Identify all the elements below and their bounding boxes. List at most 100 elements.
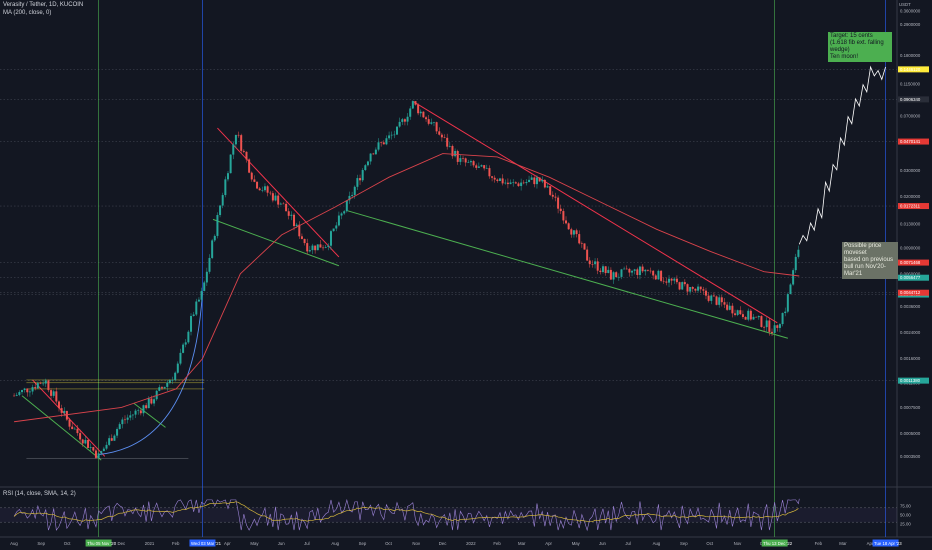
candle-body: [261, 190, 264, 191]
price-label: 0.0044712: [900, 290, 921, 295]
fractal-annotation[interactable]: Possible price moveset based on previous…: [842, 242, 898, 279]
time-tick: Apr: [224, 541, 231, 546]
candle-body: [335, 225, 338, 229]
price-tick: 0.0036000: [900, 304, 921, 309]
candle-body: [47, 380, 50, 391]
candle-body: [253, 179, 256, 182]
candle-body: [607, 269, 610, 274]
time-tick: Feb: [172, 541, 180, 546]
price-tick: 0.0060000: [900, 271, 921, 276]
price-tick: 0.0700000: [900, 113, 921, 118]
candle-body: [633, 269, 636, 271]
candle-body: [97, 453, 100, 458]
candle-body: [213, 235, 216, 241]
time-axis[interactable]: Aug Sep Oct Nov Dec 2021 Feb Mar Apr May Jun Jul Aug…: [10, 539, 902, 547]
candle-body: [784, 311, 787, 314]
candle-body: [290, 214, 293, 216]
candle-body: [631, 270, 634, 273]
candle-body: [575, 230, 578, 235]
candle-body: [57, 401, 60, 409]
candle-body: [459, 158, 462, 162]
candle-body: [660, 270, 663, 281]
candle-body: [646, 269, 649, 271]
candle-body: [520, 182, 523, 187]
price-label-box: [898, 289, 929, 296]
candle-body: [533, 177, 536, 185]
candle-body: [599, 270, 602, 273]
candle-body: [763, 326, 766, 328]
symbol-title[interactable]: Verasity / Tether, 1D, KUCOIN: [3, 2, 84, 8]
price-label-box: [898, 274, 929, 281]
candle-body: [654, 275, 657, 280]
candle-body: [166, 382, 169, 387]
candle-body: [142, 405, 145, 414]
wedge-lower-line: [347, 210, 788, 339]
time-tick: Jul: [304, 541, 310, 546]
candle-body: [266, 186, 269, 193]
candle-body: [498, 178, 501, 182]
candle-body: [216, 215, 219, 236]
price-axis[interactable]: 0.3600000 0.2900000 0.1800000 0.1150000 0.07…: [898, 8, 929, 527]
candle-body: [359, 178, 362, 181]
candle-body: [641, 266, 644, 272]
price-label: 0.0071468: [900, 260, 921, 265]
candle-body: [287, 211, 290, 216]
candle-body: [71, 426, 74, 430]
target-annotation[interactable]: Target: 15 cents (1.618 fib ext. falling…: [828, 32, 892, 62]
candle-body: [382, 142, 385, 145]
candle-body: [747, 310, 750, 320]
candle-body: [414, 101, 417, 105]
candle-body: [385, 138, 388, 145]
wedge-upper-line: [412, 100, 778, 324]
candle-body: [789, 284, 792, 295]
candle-body: [108, 438, 111, 445]
price-label: 0.0906340: [900, 97, 921, 102]
time-tick: Nov: [734, 541, 742, 546]
time-tick: Aug: [331, 541, 339, 546]
time-highlight-label: Thu 13 Dec '22: [763, 541, 793, 546]
candle-body: [797, 249, 800, 257]
price-tick: 0.0007500: [900, 405, 921, 410]
candle-body: [570, 229, 573, 235]
candle-body: [549, 186, 552, 195]
currency-label: USDT: [899, 2, 911, 7]
candle-body: [396, 126, 399, 135]
candle-body: [451, 145, 454, 157]
candle-body: [668, 278, 671, 283]
candle-body: [327, 245, 330, 247]
time-tick: Aug: [10, 541, 18, 546]
candle-body: [525, 182, 528, 184]
rsi-legend[interactable]: RSI (14, close, SMA, 14, 2): [3, 491, 76, 497]
time-tick: Apr: [545, 541, 552, 546]
candle-body: [87, 439, 90, 448]
candle-body: [139, 410, 142, 414]
candle-body: [464, 158, 467, 163]
time-highlight-box: [761, 539, 788, 547]
candle-body: [232, 144, 235, 155]
ma-legend[interactable]: MA (200, close, 0): [3, 10, 52, 16]
candle-body: [34, 387, 37, 389]
candle-body: [454, 151, 457, 157]
time-tick: Jul: [625, 541, 631, 546]
candle-body: [673, 278, 676, 281]
candle-body: [15, 394, 18, 396]
candle-body: [150, 398, 153, 404]
price-tick: 0.0005000: [900, 431, 921, 436]
time-tick: Nov: [412, 541, 420, 546]
candle-body: [496, 179, 499, 182]
candle-body: [256, 181, 259, 189]
candle-body: [765, 320, 768, 328]
candle-body: [596, 261, 599, 271]
candle-body: [81, 439, 84, 444]
candle-body: [430, 122, 433, 124]
candle-body: [771, 331, 774, 333]
candle-body: [480, 165, 483, 167]
candle-body: [446, 137, 449, 147]
early-lower-line-2: [133, 402, 166, 428]
candle-body: [755, 316, 758, 318]
candle-body: [271, 193, 274, 201]
candle-body: [174, 372, 177, 380]
candle-body: [776, 325, 779, 328]
candle-body: [105, 444, 108, 449]
